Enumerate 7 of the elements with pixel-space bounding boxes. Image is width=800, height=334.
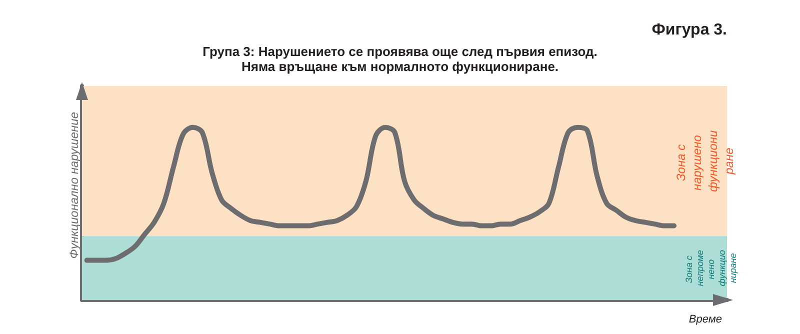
chart-subtitle: Няма връщане към нормалното функциониране.	[241, 59, 559, 74]
band-label: Зона с непроменено функциониране	[684, 250, 738, 286]
text: Фигура 3.	[652, 22, 728, 38]
chart-title: Група 3: Нарушението се проявява още след първия епизод.	[202, 44, 598, 59]
band-label: Зона с нарушено функциониране	[674, 130, 736, 192]
y-axis-title: Функционално нарушение	[67, 112, 81, 259]
x-axis-title: Време	[688, 314, 722, 326]
